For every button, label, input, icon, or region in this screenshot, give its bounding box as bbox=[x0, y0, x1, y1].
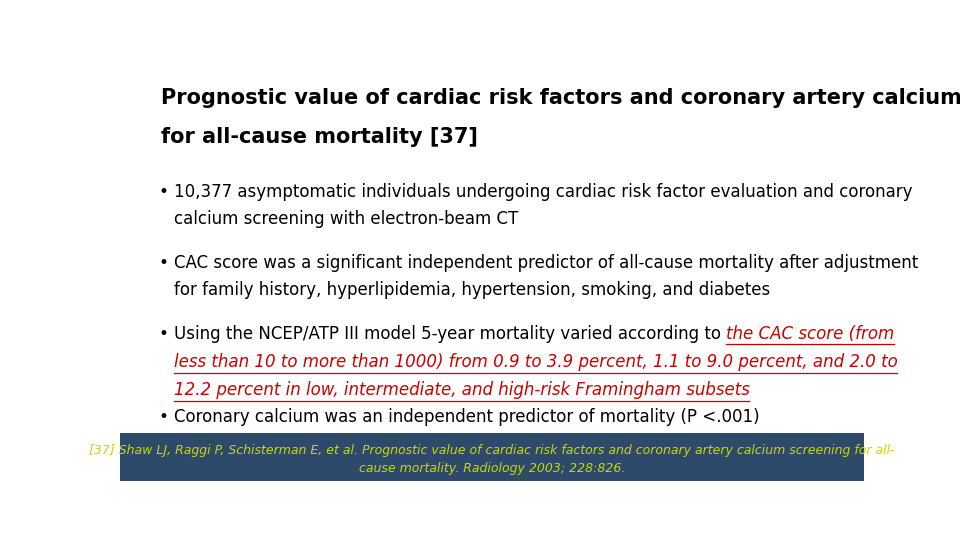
Text: Coronary calcium was an independent predictor of mortality (P <.001): Coronary calcium was an independent pred… bbox=[174, 408, 759, 426]
Text: •: • bbox=[158, 183, 169, 201]
Text: less than 10 to more than 1000) from 0.9 to 3.9 percent, 1.1 to 9.0 percent, and: less than 10 to more than 1000) from 0.9… bbox=[174, 353, 898, 371]
Text: •: • bbox=[158, 325, 169, 343]
Text: [37] Shaw LJ, Raggi P, Schisterman E, et al. Prognostic value of cardiac risk fa: [37] Shaw LJ, Raggi P, Schisterman E, et… bbox=[89, 444, 895, 457]
Text: Using the NCEP/ATP III model 5-year mortality varied according to: Using the NCEP/ATP III model 5-year mort… bbox=[174, 325, 726, 343]
Text: 12.2 percent in low, intermediate, and high-risk Framingham subsets: 12.2 percent in low, intermediate, and h… bbox=[174, 381, 750, 399]
Text: the CAC score (from: the CAC score (from bbox=[726, 325, 894, 343]
Text: cause mortality. Radiology 2003; 228:826.: cause mortality. Radiology 2003; 228:826… bbox=[359, 462, 625, 475]
Text: Prognostic value of cardiac risk factors and coronary artery calcium screening: Prognostic value of cardiac risk factors… bbox=[161, 87, 960, 107]
Text: •: • bbox=[158, 254, 169, 272]
Bar bbox=[120, 433, 864, 481]
Text: for all-cause mortality [37]: for all-cause mortality [37] bbox=[161, 127, 478, 147]
Text: •: • bbox=[158, 408, 169, 426]
Text: CAC score was a significant independent predictor of all-cause mortality after a: CAC score was a significant independent … bbox=[174, 254, 918, 299]
Text: 10,377 asymptomatic individuals undergoing cardiac risk factor evaluation and co: 10,377 asymptomatic individuals undergoi… bbox=[174, 183, 912, 228]
